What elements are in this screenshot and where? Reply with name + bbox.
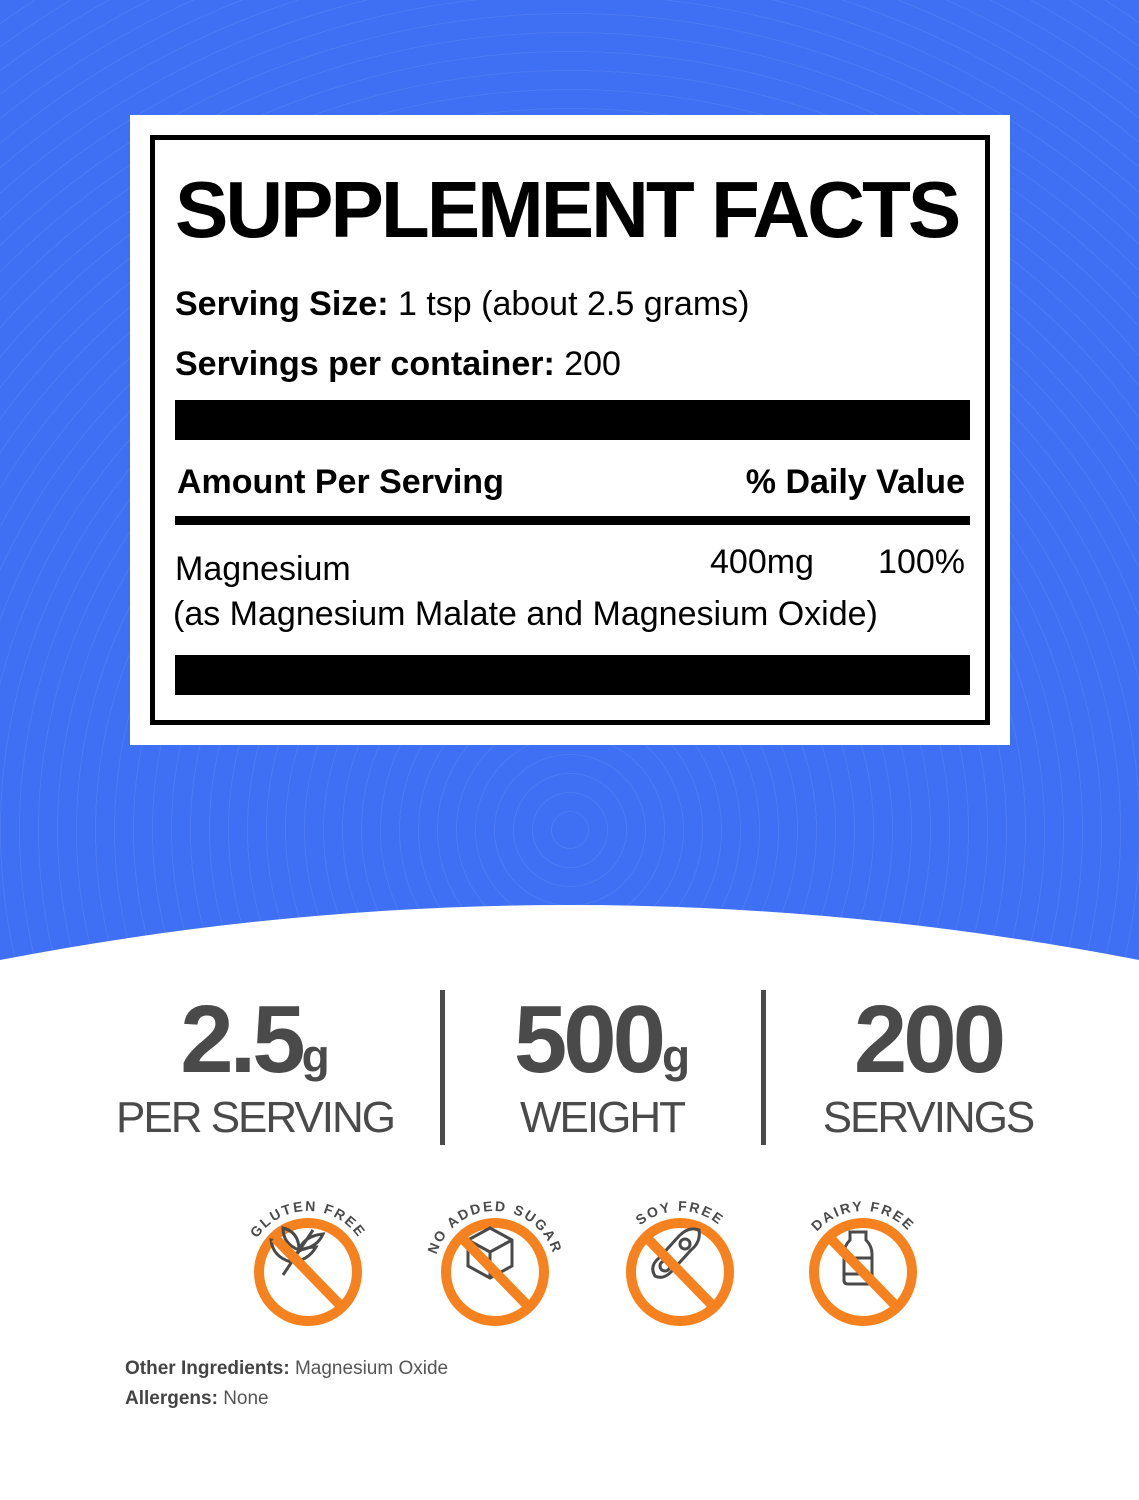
- supplement-facts-label: SUPPLEMENT FACTS Serving Size: 1 tsp (ab…: [130, 115, 1010, 745]
- stat-caption: PER SERVING: [116, 1093, 396, 1142]
- ingredients-value: Magnesium Oxide: [294, 1358, 449, 1379]
- stat-servings: 200 SERVINGS: [768, 990, 1088, 1146]
- prohibition-circle: [809, 1218, 917, 1326]
- badge-label: DAIRY FREE: [808, 1198, 918, 1234]
- allergens: Allergens: None: [125, 1388, 269, 1410]
- stat-divider: [761, 990, 766, 1145]
- lower-panel: [0, 1000, 1139, 1500]
- thick-divider: [175, 400, 970, 440]
- badge-soy-free: SOY FREE: [605, 1190, 755, 1340]
- dv-header: % Daily Value: [745, 463, 965, 501]
- prohibition-slash: [643, 1234, 717, 1310]
- serving-size: Serving Size: 1 tsp (about 2.5 grams): [175, 285, 749, 324]
- nutrient-source: (as Magnesium Malate and Magnesium Oxide…: [173, 595, 878, 633]
- servings-value: 200: [564, 345, 621, 383]
- servings-label: Servings per container:: [175, 345, 555, 383]
- serving-size-value: 1 tsp (about 2.5 grams): [397, 285, 750, 323]
- wheat-icon: [269, 1226, 326, 1276]
- stat-unit: g: [301, 1030, 330, 1082]
- label-title: SUPPLEMENT FACTS: [175, 165, 961, 254]
- nutrient-dv: 100%: [878, 543, 965, 581]
- other-ingredients: Other Ingredients: Magnesium Oxide: [125, 1358, 448, 1380]
- prohibition-circle: [441, 1218, 549, 1326]
- nutrient-name: Magnesium: [175, 550, 351, 588]
- allergens-value: None: [223, 1388, 269, 1409]
- stat-value: 200: [853, 986, 1006, 1093]
- stat-value: 2.5: [180, 986, 305, 1093]
- stat-value: 500: [513, 986, 666, 1093]
- stat-unit: g: [662, 1030, 691, 1082]
- stat-weight: 500g WEIGHT: [442, 990, 762, 1146]
- serving-size-label: Serving Size:: [175, 285, 389, 323]
- nutrient-amount: 400mg: [710, 543, 814, 581]
- prohibition-circle: [626, 1218, 734, 1326]
- prohibition-slash: [271, 1234, 345, 1310]
- thick-divider-bottom: [175, 655, 970, 695]
- stat-divider: [440, 990, 445, 1145]
- medium-divider: [175, 516, 970, 525]
- allergens-label: Allergens:: [125, 1388, 218, 1409]
- label-border: SUPPLEMENT FACTS Serving Size: 1 tsp (ab…: [150, 135, 990, 725]
- stat-caption: SERVINGS: [822, 1093, 1036, 1142]
- ingredients-label: Other Ingredients:: [125, 1358, 290, 1379]
- badge-dairy-free: DAIRY FREE: [788, 1190, 938, 1340]
- stat-per-serving: 2.5g PER SERVING: [95, 990, 415, 1146]
- prohibition-circle: [254, 1218, 362, 1326]
- badge-no-added-sugar: NO ADDED SUGAR: [420, 1190, 570, 1340]
- prohibition-slash: [826, 1234, 900, 1310]
- servings-per-container: Servings per container: 200: [175, 345, 621, 384]
- white-curve: [0, 905, 1139, 1000]
- amount-header: Amount Per Serving: [177, 463, 504, 501]
- stat-caption: WEIGHT: [520, 1093, 686, 1142]
- badge-gluten-free: GLUTEN FREE: [233, 1190, 383, 1340]
- prohibition-slash: [458, 1234, 532, 1310]
